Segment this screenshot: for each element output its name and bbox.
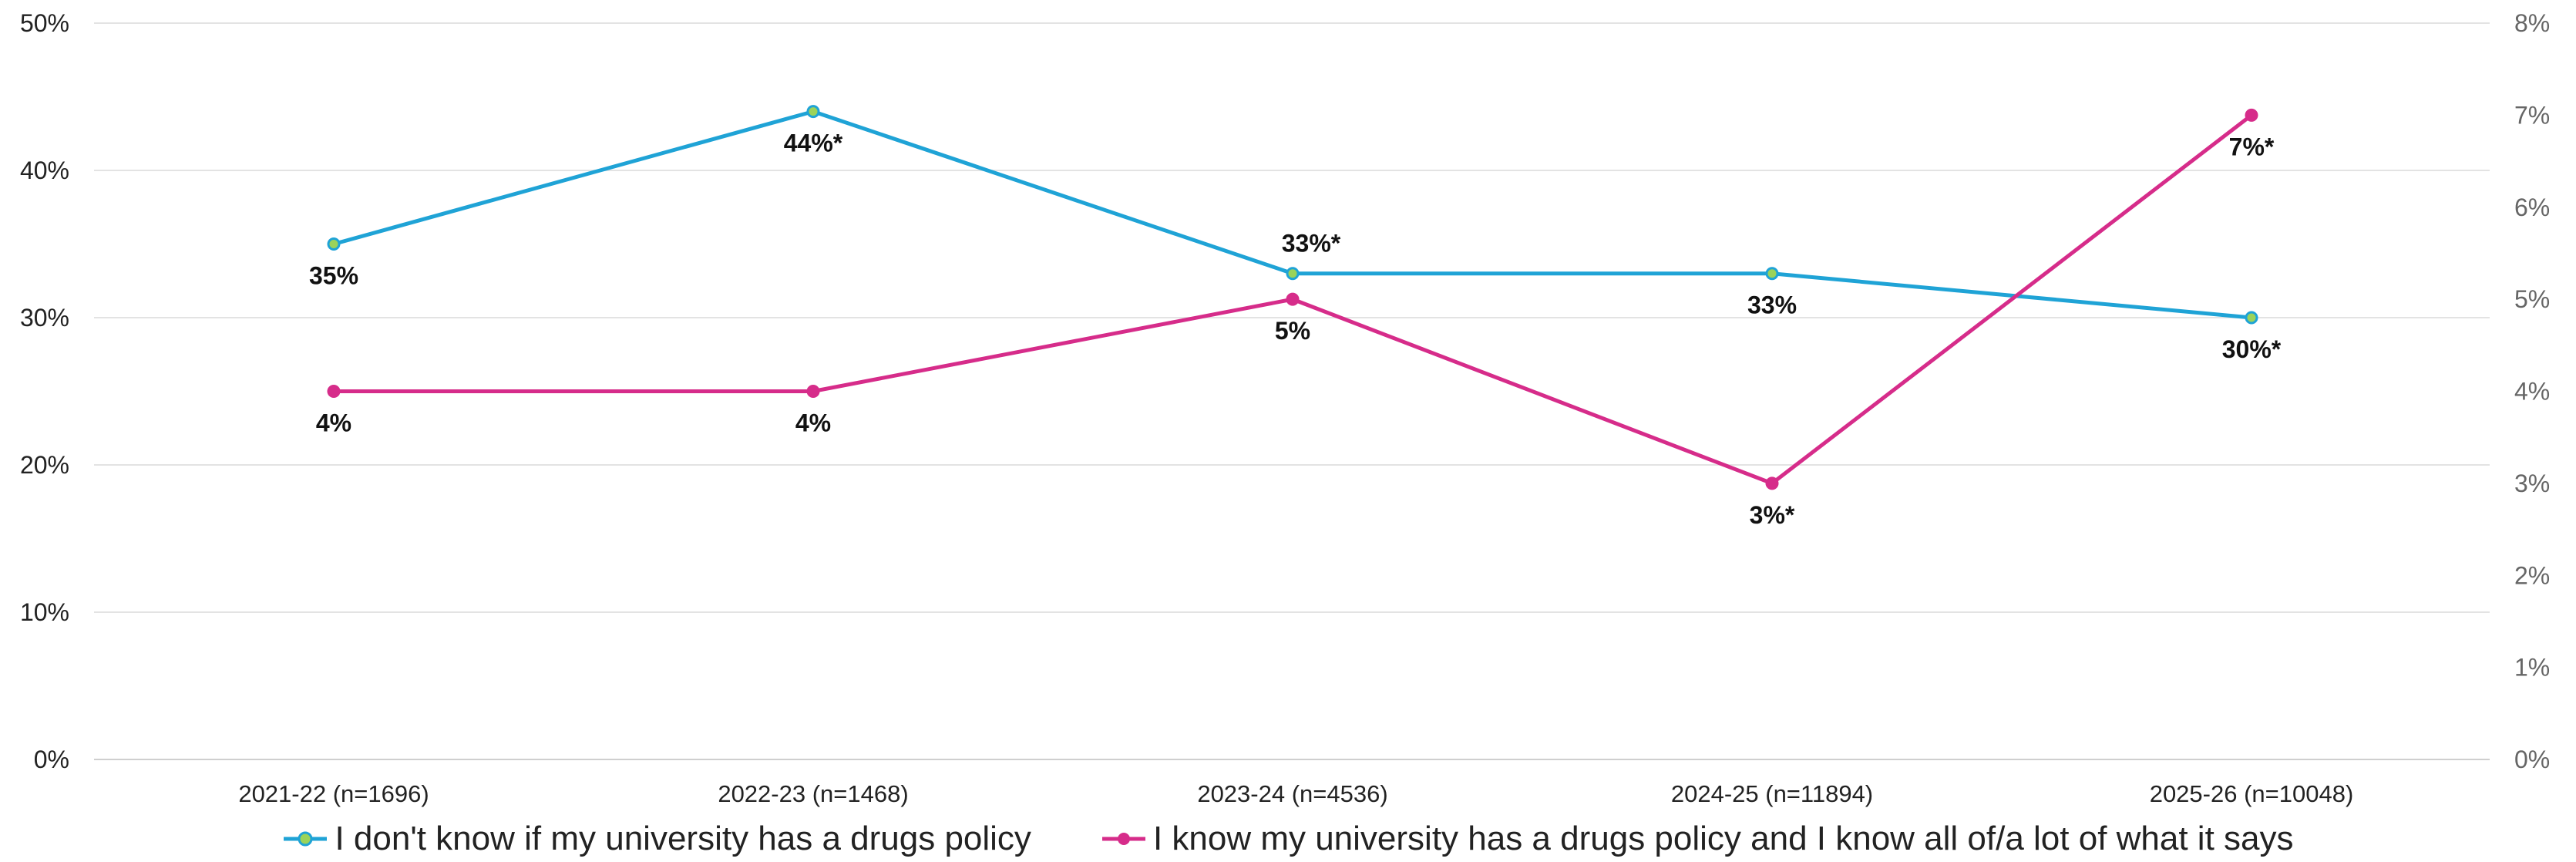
right-tick-label: 8% [2514,9,2550,37]
data-point [806,105,820,119]
data-label: 30%* [2222,335,2282,363]
data-point [1765,476,1779,490]
data-point [327,237,341,251]
gridlines [94,22,2490,760]
series-layer [327,105,2258,490]
right-tick-label: 3% [2514,470,2550,497]
data-label: 3%* [1750,501,1795,529]
legend-swatch-blue-icon [284,831,328,847]
data-label: 35% [309,262,358,290]
legend-swatch-pink-icon [1101,833,1145,845]
data-labels: 35% 44%* 33%* 33% 30%* 4% 4% 5% 3%* 7%* [309,130,2282,529]
right-tick-label: 7% [2514,101,2550,129]
legend-label-know-policy: I know my university has a drugs policy … [1152,820,2294,857]
right-tick-label: 6% [2514,194,2550,221]
series-line [333,109,2252,320]
left-tick-label: 10% [20,598,69,626]
legend: I don't know if my university has a drug… [0,819,2576,859]
data-label: 4% [316,409,351,437]
data-label: 4% [795,409,831,437]
x-tick-label: 2023-24 (n=4536) [1197,780,1387,807]
right-tick-label: 4% [2514,378,2550,406]
x-tick-label: 2021-22 (n=1696) [238,780,429,807]
data-label: 7%* [2229,133,2275,160]
left-tick-label: 0% [34,746,69,773]
x-axis: 2021-22 (n=1696) 2022-23 (n=1468) 2023-24 … [238,780,2353,807]
data-point [327,385,341,398]
right-tick-label: 5% [2514,285,2550,313]
data-point [1765,267,1779,281]
data-point [1286,267,1300,281]
legend-item-dont-know[interactable]: I don't know if my university has a drug… [282,820,1031,858]
left-tick-label: 20% [20,451,69,479]
right-tick-label: 2% [2514,561,2550,589]
line-chart: 0% 10% 20% 30% 40% 50% 0% 1% 2% 3% 4% 5% 6% 7% 8% 202… [20,9,2550,807]
x-tick-label: 2025-26 (n=10048) [2150,780,2354,807]
x-tick-label: 2024-25 (n=11894) [1671,780,1873,807]
left-tick-label: 40% [20,157,69,184]
legend-item-know-policy[interactable]: I know my university has a drugs policy … [1101,820,2294,858]
right-axis: 0% 1% 2% 3% 4% 5% 6% 7% 8% [2514,9,2550,773]
data-point [2245,311,2258,325]
left-axis: 0% 10% 20% 30% 40% 50% [20,9,69,773]
data-point [1286,292,1300,306]
data-point [806,385,820,398]
data-label: 33%* [1282,230,1341,258]
right-tick-label: 1% [2514,654,2550,682]
x-tick-label: 2022-23 (n=1468) [718,780,908,807]
data-label: 44%* [784,130,843,157]
data-label: 5% [1275,317,1310,345]
left-tick-label: 30% [20,304,69,332]
data-label: 33% [1747,291,1797,319]
left-tick-label: 50% [20,9,69,37]
legend-label-dont-know: I don't know if my university has a drug… [335,820,1031,857]
data-point [2245,108,2258,122]
right-tick-label: 0% [2514,746,2550,773]
